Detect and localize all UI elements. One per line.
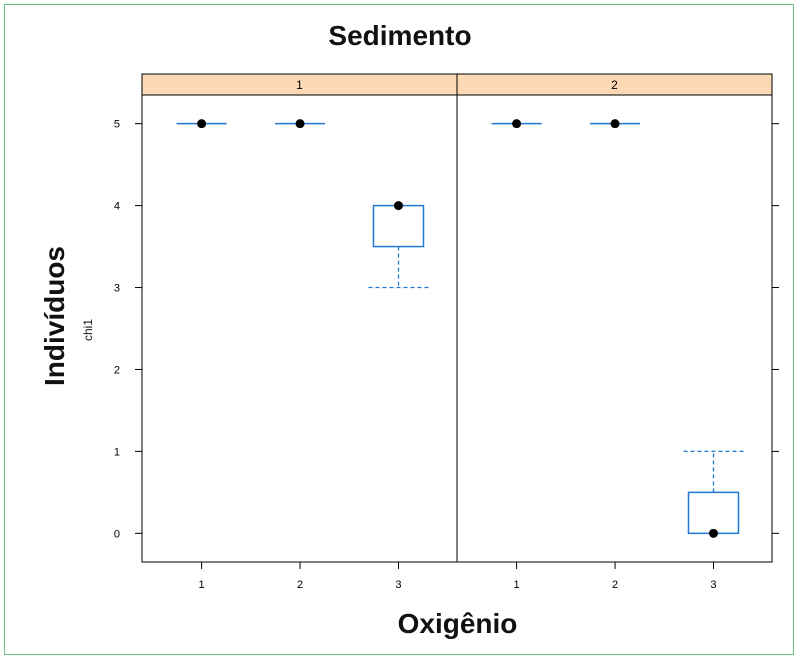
y-tick-label-0: 0: [114, 528, 120, 540]
median-dot-p2-x1: [512, 119, 522, 129]
strip-label-2: 2: [611, 78, 618, 92]
x-tick-label-p1-1: 1: [199, 579, 205, 591]
y-tick-label-3: 3: [114, 283, 120, 295]
median-dot-p1-x2: [295, 119, 305, 129]
median-dot-p2-x3: [708, 528, 718, 538]
panel-frame-2: [456, 94, 773, 563]
y-tick-label-5: 5: [114, 119, 120, 131]
x-axis-label: Oxigênio: [397, 608, 518, 639]
box-p1-x3: [372, 204, 425, 248]
x-tick-label-p2-3: 3: [710, 579, 716, 591]
median-dot-p1-x1: [197, 119, 207, 129]
y-tick-label-1: 1: [114, 446, 120, 458]
chart-title: Sedimento: [328, 20, 472, 51]
median-dot-p1-x3: [393, 201, 403, 211]
x-tick-label-p1-3: 3: [395, 579, 401, 591]
x-tick-label-p2-1: 1: [514, 579, 520, 591]
x-tick-label-p1-2: 2: [297, 579, 303, 591]
y-tick-label-2: 2: [114, 364, 120, 376]
median-dot-p2-x2: [610, 119, 620, 129]
panel-frame-1: [141, 94, 458, 563]
figure-frame: [4, 4, 794, 655]
box-p2-x3: [687, 491, 740, 535]
strip-label-1: 1: [296, 78, 303, 92]
x-tick-label-p2-2: 2: [612, 579, 618, 591]
y-tick-label-4: 4: [114, 201, 120, 213]
